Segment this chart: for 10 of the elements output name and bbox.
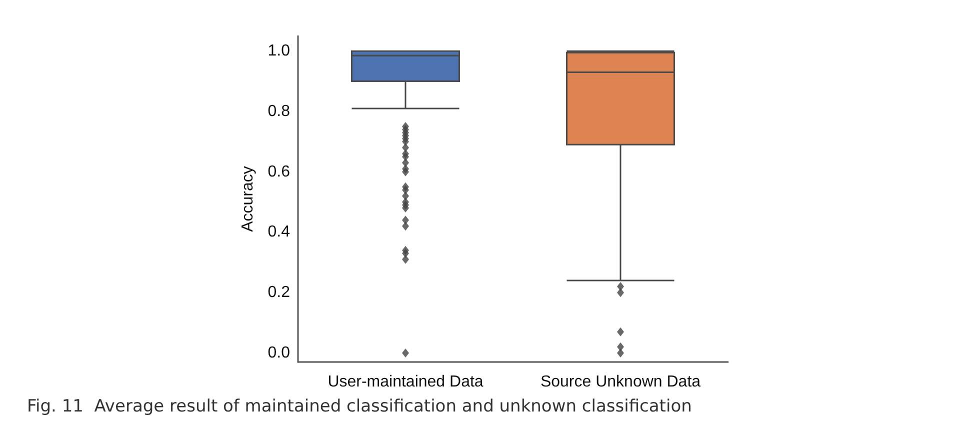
y-tick-label: 0.8 <box>268 102 290 120</box>
y-tick-label: 0.6 <box>268 163 290 180</box>
x-tick-label: Source Unknown Data <box>540 374 701 390</box>
y-tick-label: 0.4 <box>268 224 290 241</box>
y-tick-label: 0.0 <box>268 344 290 362</box>
x-tick-label: User-maintained Data <box>328 374 484 390</box>
y-tick-label: 0.2 <box>268 284 290 302</box>
y-tick-label: 1.0 <box>268 42 290 60</box>
caption: Fig. 11 Average result of maintained classification and unknown classification <box>27 396 692 416</box>
y-axis-title: Accuracy <box>240 166 256 232</box>
